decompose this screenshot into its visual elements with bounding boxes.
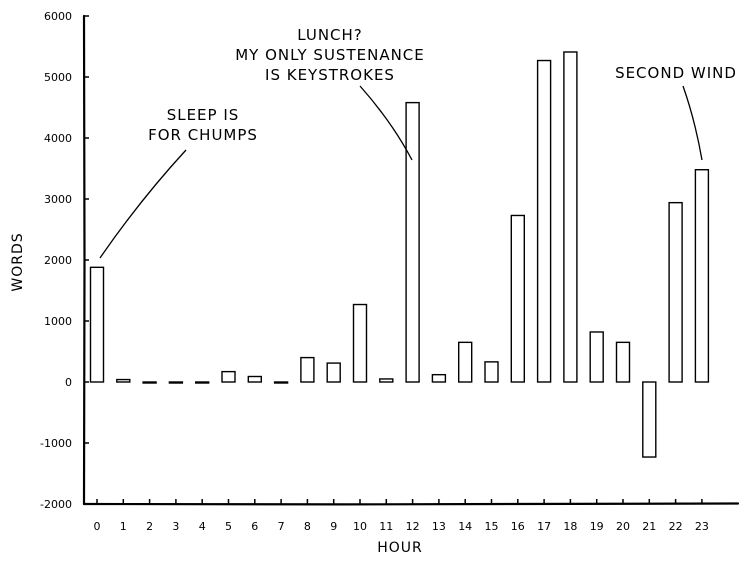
y-tick-label: 5000 [44, 71, 72, 84]
x-tick-label: 16 [511, 520, 525, 533]
annotation-text: SECOND WIND [615, 64, 737, 82]
bar-3 [168, 381, 184, 384]
bar-17 [536, 59, 552, 383]
bar-0 [89, 266, 105, 383]
y-tick-label: 2000 [44, 254, 72, 267]
y-axis-title: WORDS [10, 232, 26, 291]
bar-10 [352, 303, 368, 383]
bar-2 [142, 381, 157, 384]
bar-15 [484, 361, 499, 383]
x-tick-label: 0 [94, 520, 101, 533]
annotation-leader [682, 85, 703, 161]
bar-21 [642, 381, 657, 458]
annotation-text: LUNCH? [297, 26, 363, 44]
x-tick-label: 15 [485, 520, 499, 533]
x-tick-label: 18 [563, 520, 577, 533]
annotation-leader [359, 85, 413, 161]
annotation-leader [99, 149, 187, 259]
bar-6 [247, 375, 263, 383]
x-tick-label: 2 [146, 520, 153, 533]
bar-4 [194, 381, 210, 384]
annotation-text: FOR CHUMPS [148, 126, 258, 144]
y-tick-label: 3000 [44, 193, 72, 206]
x-tick-label: 23 [695, 520, 709, 533]
x-axis-title: HOUR [377, 540, 423, 556]
axes [82, 14, 740, 506]
x-tick-label: 12 [406, 520, 420, 533]
x-tick-label: 8 [304, 520, 311, 533]
x-tick-label: 14 [458, 520, 472, 533]
bar-20 [615, 341, 631, 383]
x-tick-label: 17 [537, 520, 551, 533]
x-tick-label: 9 [330, 520, 337, 533]
x-tick-label: 22 [669, 520, 683, 533]
bar-12 [405, 101, 420, 383]
x-tick-label: 20 [616, 520, 630, 533]
annotations: SLEEP IS FOR CHUMPS LUNCH? MY ONLY SUSTENAN… [99, 26, 737, 259]
y-tick-label: 4000 [44, 132, 72, 145]
annotation-text: MY ONLY SUSTENANCE [235, 46, 425, 64]
y-tick-label: -1000 [40, 437, 72, 450]
x-tick-label: 21 [642, 520, 656, 533]
bar-18 [563, 51, 578, 383]
x-tick-label: 3 [172, 520, 179, 533]
annotation-text: IS KEYSTROKES [265, 66, 395, 84]
x-tick-label: 13 [432, 520, 446, 533]
annotation-text: SLEEP IS [167, 106, 240, 124]
bar-14 [458, 341, 473, 383]
x-axis-line [82, 502, 740, 506]
bar-23 [694, 169, 710, 383]
y-tick-label: 0 [65, 376, 72, 389]
bar-1 [116, 378, 131, 383]
x-tick-label: 1 [120, 520, 127, 533]
x-tick-label: 6 [251, 520, 258, 533]
y-tick-label: 1000 [44, 315, 72, 328]
x-tick-label: 19 [590, 520, 604, 533]
bar-7 [273, 381, 289, 384]
bar-11 [379, 378, 394, 383]
bar-19 [589, 331, 604, 383]
x-tick-label: 11 [379, 520, 393, 533]
bars [89, 51, 710, 458]
bar-9 [326, 362, 341, 383]
bar-16 [510, 214, 525, 383]
bar-5 [221, 370, 236, 383]
y-tick-label: -2000 [40, 498, 72, 511]
bar-22 [668, 201, 683, 383]
bar-8 [300, 356, 315, 383]
x-tick-label: 7 [278, 520, 285, 533]
x-tick-label: 5 [225, 520, 232, 533]
bar-13 [431, 373, 447, 383]
x-tick-label: 10 [353, 520, 367, 533]
x-tick-label: 4 [199, 520, 206, 533]
y-tick-label: 6000 [44, 10, 72, 23]
